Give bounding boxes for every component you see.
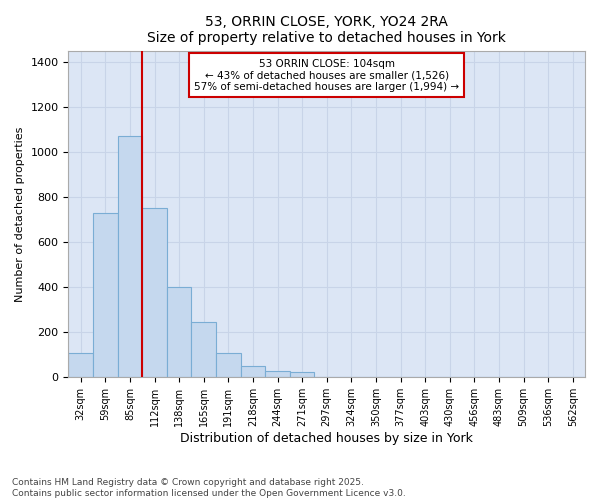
Text: Contains HM Land Registry data © Crown copyright and database right 2025.
Contai: Contains HM Land Registry data © Crown c… [12,478,406,498]
Bar [265,370,290,378]
Title: 53, ORRIN CLOSE, YORK, YO24 2RA
Size of property relative to detached houses in : 53, ORRIN CLOSE, YORK, YO24 2RA Size of … [147,15,506,45]
Bar [241,366,265,378]
Y-axis label: Number of detached properties: Number of detached properties [15,126,25,302]
Bar [191,322,216,378]
Bar [93,213,118,378]
Bar [142,208,167,378]
Bar [118,136,142,378]
X-axis label: Distribution of detached houses by size in York: Distribution of detached houses by size … [180,432,473,445]
Text: 53 ORRIN CLOSE: 104sqm
← 43% of detached houses are smaller (1,526)
57% of semi-: 53 ORRIN CLOSE: 104sqm ← 43% of detached… [194,58,459,92]
Bar [167,287,191,378]
Bar [216,352,241,378]
Bar [290,372,314,378]
Bar [68,352,93,378]
